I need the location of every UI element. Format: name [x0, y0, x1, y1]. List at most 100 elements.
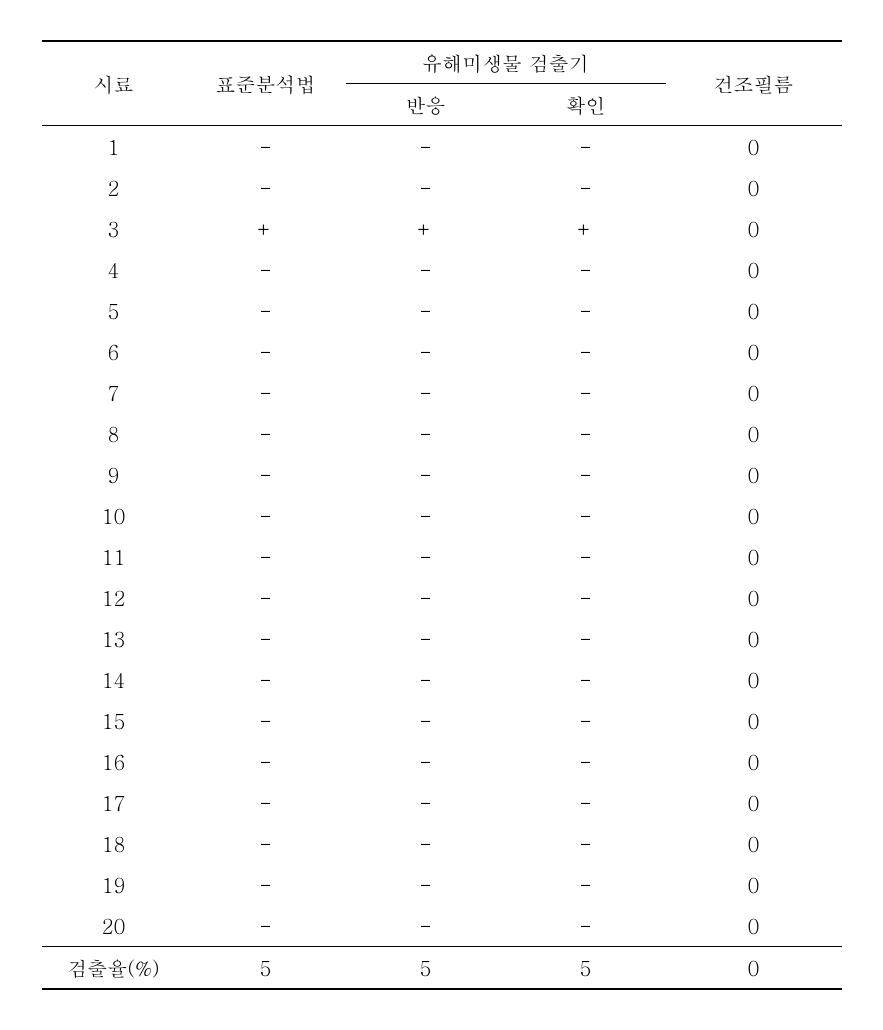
cell-dryfilm: 0 [666, 208, 842, 249]
cell-standard: - [186, 290, 346, 331]
cell-dryfilm: 0 [666, 618, 842, 659]
cell-reaction: - [346, 290, 506, 331]
cell-reaction: - [346, 331, 506, 372]
cell-standard: - [186, 167, 346, 208]
cell-reaction: - [346, 413, 506, 454]
cell-sample: 12 [42, 577, 186, 618]
cell-dryfilm: 0 [666, 741, 842, 782]
cell-confirm: - [506, 167, 666, 208]
cell-reaction: - [346, 495, 506, 536]
table-row: 13---0 [42, 618, 842, 659]
cell-sample: 13 [42, 618, 186, 659]
cell-dryfilm: 0 [666, 577, 842, 618]
summary-row: 검출율(%)5550 [42, 947, 842, 990]
cell-standard: - [186, 372, 346, 413]
summary-label: 검출율(%) [42, 947, 186, 990]
cell-reaction: - [346, 167, 506, 208]
cell-dryfilm: 0 [666, 331, 842, 372]
cell-sample: 18 [42, 823, 186, 864]
cell-standard: - [186, 823, 346, 864]
cell-confirm: - [506, 782, 666, 823]
cell-confirm: + [506, 208, 666, 249]
cell-standard: + [186, 208, 346, 249]
cell-sample: 14 [42, 659, 186, 700]
table-row: 14---0 [42, 659, 842, 700]
cell-confirm: - [506, 126, 666, 168]
cell-reaction: - [346, 659, 506, 700]
cell-reaction: - [346, 782, 506, 823]
cell-reaction: - [346, 577, 506, 618]
cell-confirm: - [506, 372, 666, 413]
cell-standard: - [186, 413, 346, 454]
table-row: 1---0 [42, 126, 842, 168]
cell-reaction: - [346, 741, 506, 782]
table-row: 19---0 [42, 864, 842, 905]
cell-reaction: - [346, 700, 506, 741]
table-header: 시료 표준분석법 유해미생물 검출기 건조필름 반응 확인 [42, 41, 842, 126]
cell-sample: 5 [42, 290, 186, 331]
cell-confirm: - [506, 659, 666, 700]
cell-dryfilm: 0 [666, 454, 842, 495]
cell-sample: 6 [42, 331, 186, 372]
cell-sample: 2 [42, 167, 186, 208]
table-row: 11---0 [42, 536, 842, 577]
cell-standard: - [186, 864, 346, 905]
cell-reaction: - [346, 126, 506, 168]
cell-reaction: - [346, 454, 506, 495]
cell-dryfilm: 0 [666, 864, 842, 905]
header-dryfilm: 건조필름 [666, 41, 842, 126]
cell-reaction: - [346, 905, 506, 947]
cell-standard: - [186, 536, 346, 577]
cell-dryfilm: 0 [666, 413, 842, 454]
cell-confirm: - [506, 249, 666, 290]
cell-confirm: - [506, 864, 666, 905]
cell-standard: - [186, 700, 346, 741]
cell-sample: 9 [42, 454, 186, 495]
cell-standard: - [186, 618, 346, 659]
cell-sample: 11 [42, 536, 186, 577]
table-row: 2---0 [42, 167, 842, 208]
table-row: 5---0 [42, 290, 842, 331]
table-row: 20---0 [42, 905, 842, 947]
cell-dryfilm: 0 [666, 659, 842, 700]
table-row: 6---0 [42, 331, 842, 372]
cell-reaction: + [346, 208, 506, 249]
cell-confirm: - [506, 413, 666, 454]
cell-standard: - [186, 782, 346, 823]
cell-dryfilm: 0 [666, 536, 842, 577]
summary-confirm: 5 [506, 947, 666, 990]
cell-standard: - [186, 495, 346, 536]
table-row: 17---0 [42, 782, 842, 823]
header-sample: 시료 [42, 41, 186, 126]
cell-standard: - [186, 741, 346, 782]
cell-reaction: - [346, 823, 506, 864]
cell-dryfilm: 0 [666, 782, 842, 823]
summary-standard: 5 [186, 947, 346, 990]
cell-confirm: - [506, 331, 666, 372]
header-reaction: 반응 [346, 84, 506, 126]
cell-standard: - [186, 126, 346, 168]
cell-confirm: - [506, 741, 666, 782]
cell-sample: 4 [42, 249, 186, 290]
cell-sample: 20 [42, 905, 186, 947]
cell-reaction: - [346, 249, 506, 290]
cell-confirm: - [506, 454, 666, 495]
cell-reaction: - [346, 536, 506, 577]
cell-standard: - [186, 331, 346, 372]
cell-sample: 8 [42, 413, 186, 454]
cell-sample: 16 [42, 741, 186, 782]
detection-table: 시료 표준분석법 유해미생물 검출기 건조필름 반응 확인 1---02---0… [42, 40, 842, 990]
cell-confirm: - [506, 700, 666, 741]
table-row: 8---0 [42, 413, 842, 454]
cell-reaction: - [346, 618, 506, 659]
cell-dryfilm: 0 [666, 126, 842, 168]
cell-standard: - [186, 905, 346, 947]
table-row: 10---0 [42, 495, 842, 536]
cell-sample: 10 [42, 495, 186, 536]
table-row: 18---0 [42, 823, 842, 864]
table-row: 16---0 [42, 741, 842, 782]
header-standard: 표준분석법 [186, 41, 346, 126]
cell-standard: - [186, 577, 346, 618]
cell-dryfilm: 0 [666, 167, 842, 208]
cell-confirm: - [506, 290, 666, 331]
